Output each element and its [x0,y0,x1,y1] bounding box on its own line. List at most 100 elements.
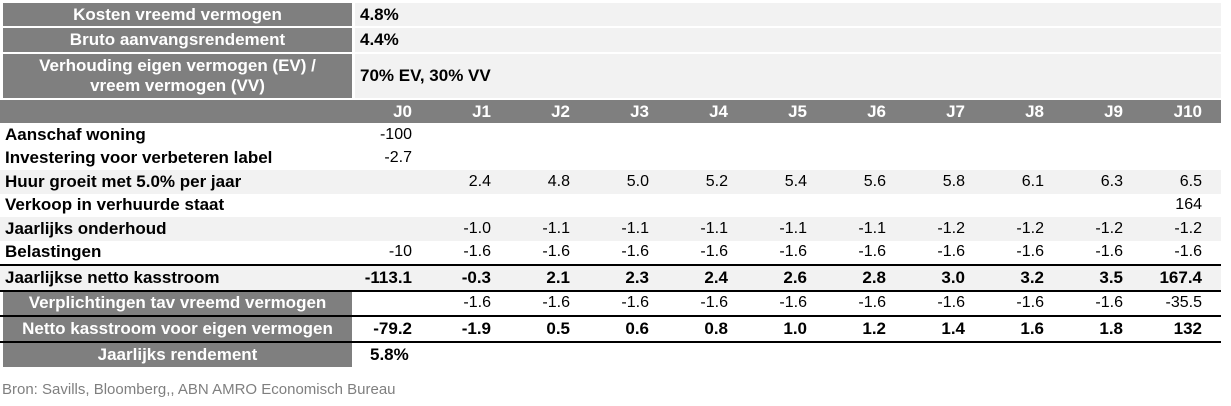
table-cell: -1.6 [621,294,649,312]
table-cell [352,294,423,312]
table-header-row: J0 J1 J2 J3 J4 J5 J6 J7 J8 J9 J10 [0,100,1221,123]
row-label: Verkoop in verhuurde staat [5,195,225,215]
table-cell: -1.6 [1095,294,1123,312]
cashflow-table: J0 J1 J2 J3 J4 J5 J6 J7 J8 J9 J10 Aansch… [0,100,1221,343]
table-cell: 1.8 [1099,318,1123,338]
table-row: Netto kasstroom voor eigen vermogen -79.2… [0,315,1221,343]
table-cell: -1.1 [700,219,728,237]
table-cell [976,196,1055,214]
table-cell [660,196,739,214]
table-cell: 3.2 [1020,267,1044,287]
table-row: Belastingen -10 -1.6 -1.6 -1.6 -1.6 -1.6 -1.6 -1… [0,241,1221,265]
table-cell [502,196,581,214]
table-cell: -10 [388,243,412,261]
table-cell: -1.0 [463,219,491,237]
year-header: J1 [472,101,491,121]
table-cell: 5.4 [784,172,807,190]
table-cell [818,196,897,214]
table-cell [352,220,423,238]
year-header: J3 [630,101,649,121]
table-cell: -1.2 [937,219,965,237]
table-cell: 5.0 [626,172,649,190]
year-header: J6 [867,101,886,121]
table-cell: 1.6 [1020,318,1044,338]
year-header: J9 [1104,101,1123,121]
year-header: J8 [1025,101,1044,121]
table-cell: 167.4 [1159,267,1202,287]
table-cell: -1.2 [1095,219,1123,237]
table-cell [1134,149,1213,167]
table-cell [581,126,660,144]
table-cell [581,149,660,167]
table-cell [502,149,581,167]
table-cell: -1.6 [1016,294,1044,312]
table-cell [818,126,897,144]
table-cell: -1.6 [463,294,491,312]
table-cell: -79.2 [373,318,412,338]
table-cell: -1.6 [700,243,728,261]
table-cell: -1.6 [1174,243,1202,261]
table-row: Investering voor verbeteren label -2.7 [0,147,1221,171]
table-cell: -1.1 [779,219,807,237]
year-header: J7 [946,101,965,121]
table-row: Jaarlijkse netto kasstroom -113.1 -0.3 2.1 2… [0,264,1221,290]
table-cell [423,196,502,214]
table-cell: -1.2 [1016,219,1044,237]
table-cell: -1.1 [621,219,649,237]
row-label: Belastingen [5,242,102,262]
table-cell [897,196,976,214]
table-cell: 0.6 [625,318,649,338]
table-cell: -1.6 [621,243,649,261]
table-cell: -1.6 [937,243,965,261]
table-cell: -1.9 [461,318,491,338]
table-cell [423,126,502,144]
table-cell [739,126,818,144]
table-cell: 2.3 [625,267,649,287]
table-cell: 3.0 [941,267,965,287]
table-cell: -1.6 [463,243,491,261]
table-cell: 1.0 [783,318,807,338]
table-cell: -1.6 [779,243,807,261]
table-cell: -1.2 [1174,219,1202,237]
table-cell: -35.5 [1165,294,1202,312]
rendement-value: 5.8% [370,345,409,364]
row-label: Verplichtingen tav vreemd vermogen [3,291,352,315]
table-row: Verplichtingen tav vreemd vermogen -1.6 -1… [0,289,1221,315]
table-cell: 5.6 [863,172,886,190]
table-cell [897,126,976,144]
table-cell: 1.2 [862,318,886,338]
table-cell: 1.4 [941,318,965,338]
table-cell: 2.4 [468,172,491,190]
row-label: Investering voor verbeteren label [5,148,273,168]
table-cell: 6.1 [1021,172,1044,190]
year-header: J10 [1173,101,1202,121]
rendement-label: Jaarlijks rendement [3,343,352,367]
table-cell [1055,196,1134,214]
year-header: J4 [709,101,728,121]
param-value-verhouding: 70% EV, 30% VV [360,66,491,85]
table-cell [660,149,739,167]
row-label: Huur groeit met 5.0% per jaar [5,171,242,191]
param-label-bar: Bruto aanvangsrendement [3,28,352,52]
table-cell: 0.8 [704,318,728,338]
table-cell: -100 [379,125,412,143]
table-cell: 5.2 [705,172,728,190]
row-label: Aanschaf woning [5,124,146,144]
year-header: J5 [788,101,807,121]
table-cell: -1.6 [779,294,807,312]
year-header: J0 [393,101,412,121]
table-cell: 4.8 [547,172,570,190]
table-cell: 0.5 [546,318,570,338]
table-cell: -1.1 [858,219,886,237]
table-cell [660,126,739,144]
param-value-kosten-vv: 4.8% [360,4,399,24]
table-cell: 6.5 [1179,172,1202,190]
param-label-kosten-vv: Kosten vreemd vermogen [3,3,352,26]
table-cell: 2.8 [862,267,886,287]
table-cell: -1.6 [1016,243,1044,261]
table-cell: 2.4 [704,267,728,287]
table-cell [976,126,1055,144]
table-cell: -113.1 [364,267,412,287]
table-cell [1055,126,1134,144]
table-cell: -1.6 [937,294,965,312]
